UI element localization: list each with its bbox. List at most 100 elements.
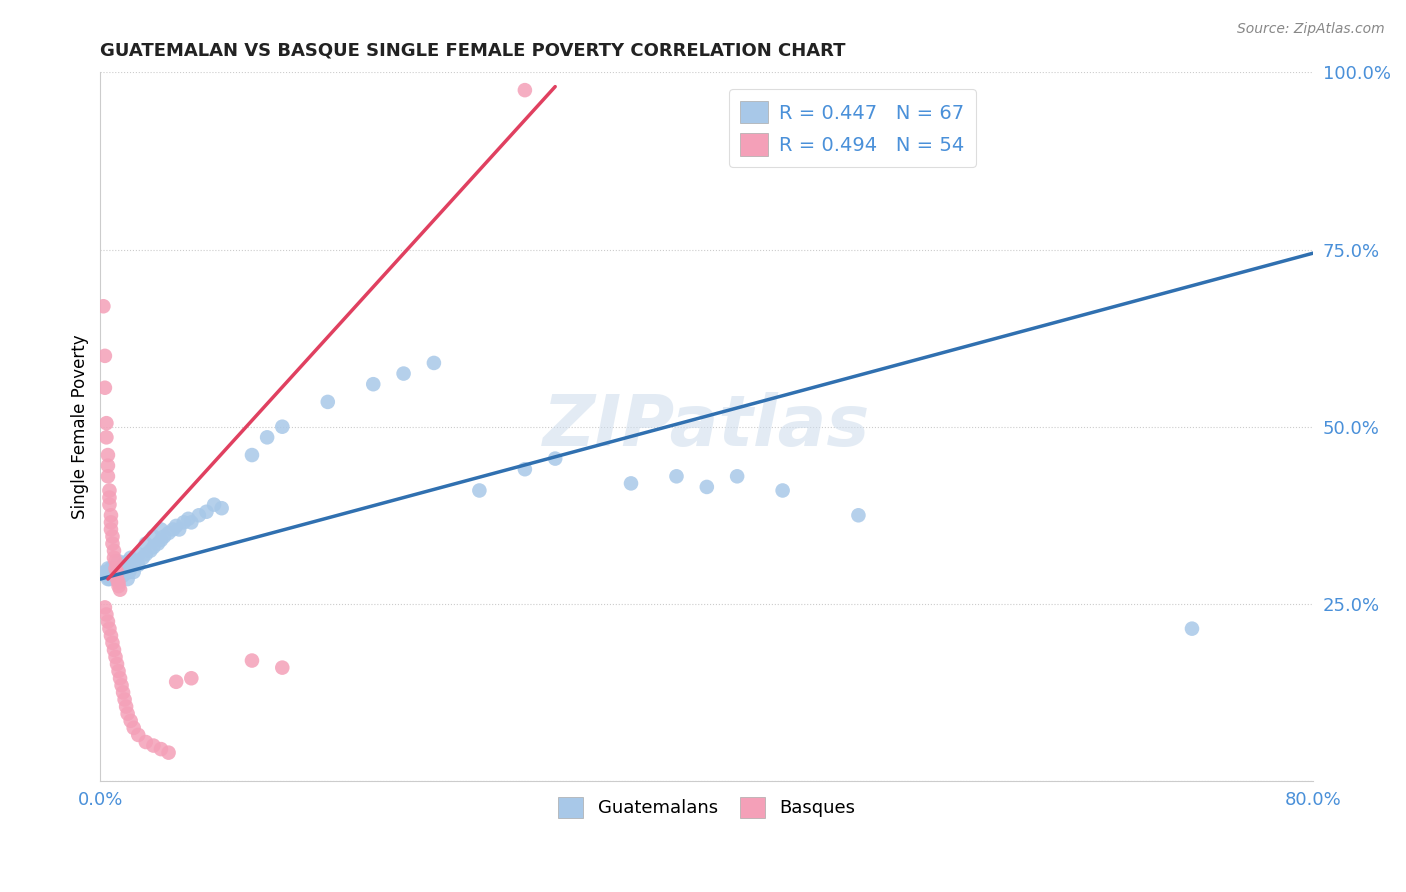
Point [110,678,132,692]
Point [135,536,157,550]
Point [104,650,127,665]
Point [108,582,131,597]
Point [142,540,165,554]
Point [157,526,180,541]
Point [1181,622,1204,636]
Point [150,742,173,756]
Point [98,491,121,505]
Point [177,512,200,526]
Point [848,508,870,523]
Text: Source: ZipAtlas.com: Source: ZipAtlas.com [1237,22,1385,37]
Point [271,660,294,674]
Point [117,706,139,721]
Point [96,430,118,444]
Point [513,462,536,476]
Point [142,530,165,544]
Point [105,565,128,579]
Point [127,558,149,572]
Text: GUATEMALAN VS BASQUE SINGLE FEMALE POVERTY CORRELATION CHART: GUATEMALAN VS BASQUE SINGLE FEMALE POVER… [100,42,846,60]
Point [114,565,136,579]
Point [135,547,157,561]
Point [98,498,121,512]
Point [127,547,149,561]
Point [97,469,120,483]
Point [97,615,120,629]
Point [103,550,125,565]
Point [513,83,536,97]
Point [180,671,202,685]
Point [97,458,120,473]
Point [146,536,169,550]
Point [150,523,173,537]
Point [114,692,136,706]
Point [101,536,124,550]
Point [696,480,718,494]
Point [108,561,131,575]
Point [94,349,117,363]
Point [725,469,748,483]
Point [392,367,415,381]
Point [112,558,135,572]
Point [162,523,184,537]
Point [157,746,180,760]
Point [96,607,118,622]
Point [139,543,162,558]
Point [100,565,122,579]
Point [165,519,187,533]
Point [101,636,124,650]
Point [103,543,125,558]
Point [772,483,794,498]
Point [108,671,131,685]
Point [187,508,209,523]
Point [211,501,233,516]
Point [94,565,117,579]
Point [104,561,127,575]
Point [240,654,263,668]
Point [271,419,294,434]
Point [120,714,142,728]
Point [103,643,125,657]
Point [544,451,567,466]
Legend: Guatemalans, Basques: Guatemalans, Basques [551,789,863,825]
Point [98,622,121,636]
Point [107,664,129,678]
Point [101,561,124,575]
Point [105,572,128,586]
Point [167,523,190,537]
Point [101,530,124,544]
Point [153,530,176,544]
Point [423,356,446,370]
Point [117,554,139,568]
Point [122,565,145,579]
Point [120,561,142,575]
Point [98,572,121,586]
Point [96,568,118,582]
Point [316,395,339,409]
Point [122,721,145,735]
Point [107,565,129,579]
Text: ZIPatlas: ZIPatlas [543,392,870,461]
Point [94,600,117,615]
Point [107,575,129,590]
Point [110,565,132,579]
Point [104,554,127,568]
Point [97,448,120,462]
Point [107,554,129,568]
Point [104,568,127,582]
Point [117,572,139,586]
Point [100,629,122,643]
Point [112,685,135,699]
Point [94,381,117,395]
Point [142,739,165,753]
Point [127,728,149,742]
Point [105,572,128,586]
Point [112,568,135,582]
Point [132,550,155,565]
Point [202,498,225,512]
Point [100,508,122,523]
Point [96,416,118,430]
Point [173,516,195,530]
Point [93,299,115,313]
Point [100,516,122,530]
Point [100,561,122,575]
